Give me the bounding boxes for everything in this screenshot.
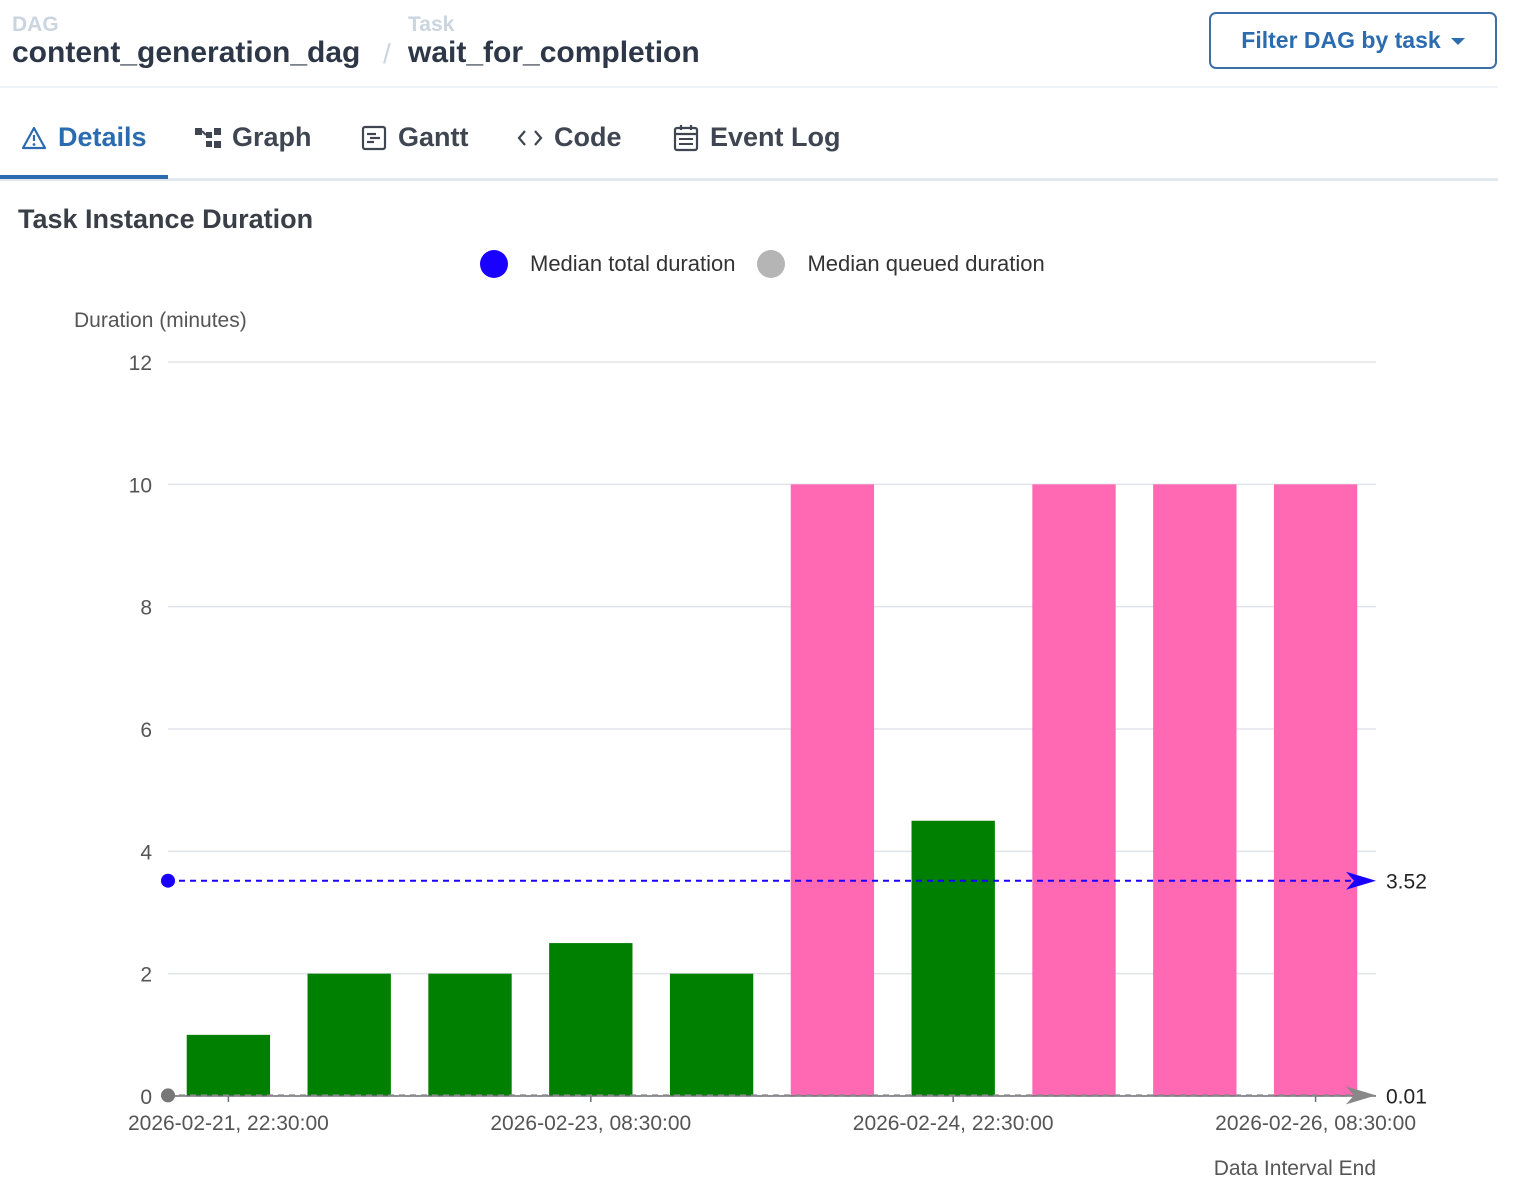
breadcrumb-dag-label: DAG	[12, 13, 59, 36]
tab-graph-label: Graph	[232, 122, 312, 152]
code-icon	[516, 124, 544, 152]
gantt-icon	[360, 124, 388, 152]
y-tick-label: 6	[140, 719, 152, 742]
y-tick-label: 0	[140, 1086, 152, 1109]
x-tick-label: 2026-02-24, 22:30:00	[853, 1112, 1054, 1135]
duration-bar[interactable]	[1273, 484, 1358, 1096]
breadcrumb-dag[interactable]: DAG content_generation_dag	[12, 12, 360, 68]
x-tick-label: 2026-02-26, 08:30:00	[1215, 1112, 1416, 1135]
duration-bar[interactable]	[1032, 484, 1116, 1096]
median-total-value: 3.52	[1386, 871, 1427, 894]
tab-code[interactable]: Code	[516, 100, 622, 175]
page-header: DAG content_generation_dag / Task wait_f…	[0, 0, 1498, 88]
duration-bar[interactable]	[669, 973, 754, 1096]
y-tick-label: 10	[129, 474, 152, 497]
tab-details-label: Details	[58, 122, 147, 152]
duration-bar[interactable]	[428, 973, 512, 1096]
chevron-down-icon	[1450, 38, 1465, 45]
y-tick-label: 8	[140, 597, 152, 620]
y-tick-label: 12	[129, 352, 152, 375]
section-title: Task Instance Duration	[18, 204, 314, 234]
legend-label-median-total: Median total duration	[530, 251, 736, 276]
legend-dot-median-queued	[757, 250, 786, 278]
tab-event-log[interactable]: Event Log	[672, 100, 841, 175]
tab-bar: Details Graph Gantt Code Event Log	[0, 100, 1498, 181]
median-queued-arrow	[1346, 1086, 1376, 1105]
y-tick-label: 4	[140, 841, 152, 864]
legend-label-median-queued: Median queued duration	[807, 251, 1045, 276]
filter-dag-by-task-label: Filter DAG by task	[1241, 27, 1441, 53]
filter-dag-by-task-button[interactable]: Filter DAG by task	[1209, 12, 1497, 69]
breadcrumb-dag-value[interactable]: content_generation_dag	[12, 36, 361, 69]
median-total-arrow	[1346, 871, 1376, 890]
median-total-marker	[161, 873, 175, 888]
tab-gantt[interactable]: Gantt	[360, 100, 469, 175]
x-tick-label: 2026-02-23, 08:30:00	[490, 1112, 691, 1135]
breadcrumb-task-value[interactable]: wait_for_completion	[408, 36, 700, 69]
duration-bar[interactable]	[186, 1034, 271, 1096]
tab-details[interactable]: Details	[0, 100, 168, 179]
median-queued-value: 0.01	[1386, 1085, 1427, 1108]
y-axis-title: Duration (minutes)	[74, 309, 247, 332]
duration-bar[interactable]	[549, 943, 633, 1096]
x-tick-label: 2026-02-21, 22:30:00	[128, 1112, 329, 1135]
duration-bar[interactable]	[1153, 484, 1237, 1096]
tab-gantt-label: Gantt	[398, 122, 469, 152]
breadcrumb-task[interactable]: Task wait_for_completion	[408, 12, 700, 68]
duration-bar[interactable]	[307, 973, 391, 1096]
chart-legend: Median total duration Median queued dura…	[480, 250, 1067, 278]
breadcrumb-separator: /	[383, 38, 391, 69]
graph-icon	[194, 124, 222, 152]
legend-item-median-total[interactable]: Median total duration	[480, 250, 735, 278]
median-queued-marker	[161, 1088, 175, 1103]
y-tick-label: 2	[140, 964, 152, 987]
tab-graph[interactable]: Graph	[194, 100, 312, 175]
calendar-icon	[672, 124, 700, 152]
x-axis-title: Data Interval End	[1214, 1157, 1376, 1180]
legend-dot-median-total	[480, 250, 508, 278]
warning-triangle-icon	[20, 124, 48, 152]
tab-code-label: Code	[554, 122, 622, 152]
tab-event-log-label: Event Log	[710, 122, 841, 152]
duration-bar[interactable]	[790, 484, 875, 1096]
breadcrumb-task-label: Task	[408, 13, 455, 36]
duration-bar[interactable]	[911, 820, 995, 1096]
legend-item-median-queued[interactable]: Median queued duration	[757, 250, 1045, 278]
